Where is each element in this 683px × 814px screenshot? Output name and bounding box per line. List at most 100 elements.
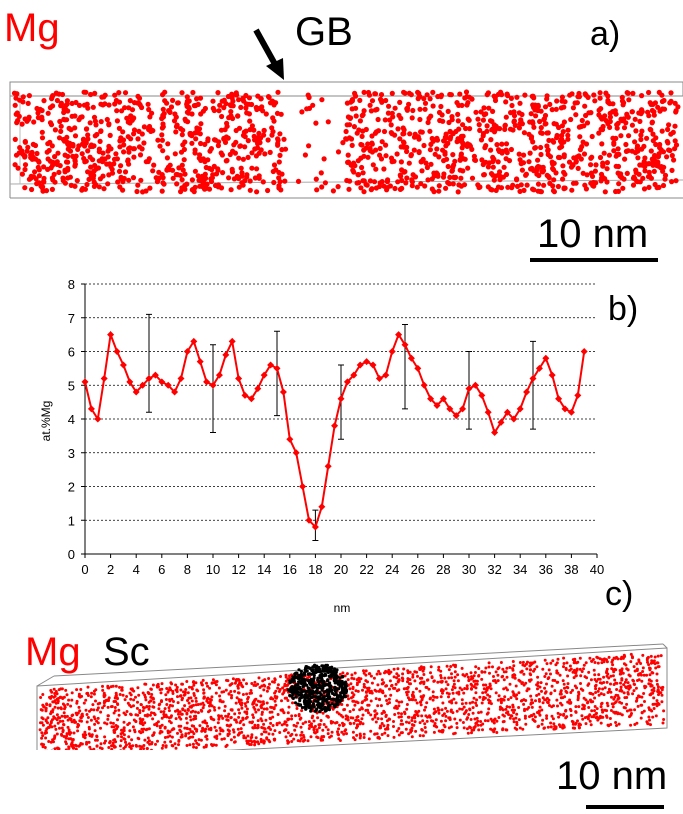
mg-atom	[74, 178, 80, 184]
mg-atom	[81, 89, 87, 95]
mg-atom	[200, 683, 204, 687]
mg-atom	[542, 112, 549, 119]
sc-atom	[300, 706, 304, 710]
mg-atom	[427, 687, 431, 691]
mg-atom	[41, 175, 47, 181]
mg-atom	[275, 142, 281, 148]
mg-atom	[622, 156, 628, 162]
mg-atom	[252, 726, 255, 730]
mg-atom	[222, 139, 229, 145]
mg-atom	[650, 671, 654, 674]
mg-atom	[626, 691, 630, 694]
mg-atom	[131, 725, 135, 729]
panel-c-scale-label: 10 nm	[556, 754, 668, 798]
mg-atom	[586, 700, 590, 704]
mg-atom	[630, 182, 637, 188]
mg-atom	[188, 743, 192, 747]
mg-atom	[80, 694, 84, 698]
mg-atom	[656, 184, 662, 190]
mg-atom	[237, 708, 241, 712]
mg-atom	[441, 714, 445, 717]
mg-atom	[52, 179, 58, 185]
mg-atom	[87, 154, 93, 160]
mg-atom	[236, 155, 242, 161]
mg-atom	[450, 676, 454, 680]
mg-atom	[53, 716, 56, 720]
sc-atom	[311, 682, 315, 686]
mg-atom	[379, 139, 385, 145]
mg-atom	[135, 136, 141, 142]
mg-atom	[122, 737, 126, 741]
mg-atom	[65, 734, 69, 738]
mg-atom	[515, 712, 519, 716]
mg-atom	[162, 89, 168, 95]
data-point	[439, 395, 447, 403]
mg-atom	[485, 164, 491, 170]
mg-atom	[179, 90, 185, 96]
mg-atom	[182, 116, 188, 122]
mg-atom	[170, 697, 174, 701]
mg-atom	[59, 707, 63, 711]
mg-atom	[192, 724, 196, 728]
mg-atom	[171, 118, 178, 124]
mg-atom	[90, 691, 94, 695]
mg-atom	[669, 152, 675, 159]
mg-atom	[116, 168, 123, 174]
mg-atom	[516, 110, 522, 116]
mg-atom	[632, 689, 636, 693]
mg-atom	[260, 732, 264, 736]
mg-atom	[160, 148, 166, 154]
mg-atom	[583, 186, 590, 192]
mg-atom	[606, 704, 610, 708]
mg-atom	[109, 705, 113, 709]
mg-atom	[170, 744, 174, 747]
mg-atom	[159, 710, 163, 714]
mg-atom	[145, 747, 149, 750]
mg-atom	[505, 728, 509, 732]
mg-atom	[457, 167, 463, 173]
mg-atom	[381, 166, 387, 172]
mg-atom	[70, 714, 74, 718]
mg-atom	[335, 184, 341, 190]
mg-atom	[139, 731, 143, 735]
mg-atom	[230, 708, 234, 712]
mg-atom	[455, 189, 461, 195]
mg-atom	[88, 734, 92, 738]
mg-atom	[136, 736, 140, 740]
mg-atom	[312, 719, 316, 723]
x-tick-label: 0	[81, 562, 88, 577]
mg-atom	[639, 662, 643, 665]
mg-atom	[186, 691, 190, 695]
mg-atom	[411, 694, 415, 698]
mg-atom	[568, 664, 572, 668]
mg-atom	[150, 693, 154, 696]
mg-atom	[148, 713, 152, 717]
mg-atom	[60, 178, 66, 184]
mg-atom	[593, 696, 597, 700]
mg-atom	[256, 719, 260, 723]
mg-atom	[250, 682, 254, 685]
mg-atom	[649, 654, 653, 658]
mg-atom	[167, 716, 171, 720]
mg-atom	[380, 712, 384, 715]
panel-c-mg-label: Mg	[25, 630, 81, 674]
mg-atom	[429, 186, 435, 192]
mg-atom	[513, 726, 517, 730]
mg-atom	[451, 174, 457, 180]
mg-atom	[365, 89, 372, 96]
mg-atom	[337, 727, 340, 731]
mg-atom	[571, 670, 575, 674]
mg-atom	[595, 711, 598, 715]
mg-atom	[544, 698, 548, 702]
mg-atom	[251, 713, 255, 717]
data-point	[580, 348, 588, 355]
mg-atom	[13, 95, 19, 101]
mg-atom	[78, 719, 82, 723]
mg-atom	[447, 676, 451, 680]
mg-atom	[442, 151, 448, 157]
mg-atom	[431, 690, 435, 694]
mg-atom	[406, 160, 412, 166]
mg-atom	[186, 699, 189, 702]
mg-atom	[202, 691, 206, 695]
mg-atom	[173, 123, 180, 130]
